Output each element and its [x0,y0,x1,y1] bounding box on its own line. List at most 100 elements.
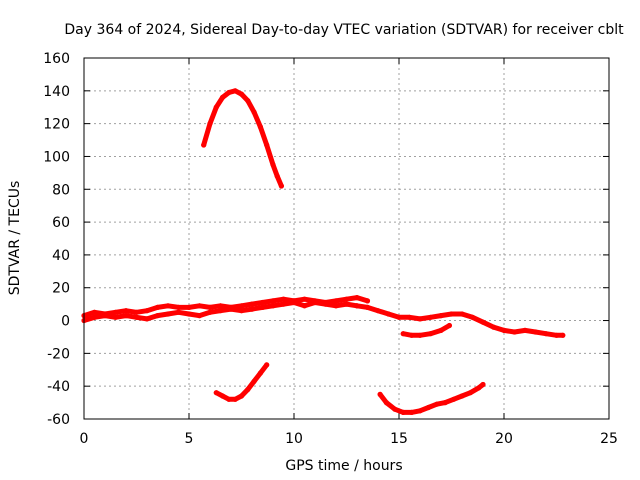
data-point [377,391,383,397]
data-point [196,303,203,309]
grid [84,58,609,419]
data-point [220,94,226,100]
data-point [392,406,398,412]
y-tick-label: -60 [47,412,70,428]
data-point [213,390,219,396]
data-point [251,109,257,115]
y-tick-label: 140 [43,84,70,100]
data-point [364,304,371,310]
data-point [438,327,444,333]
data-point [406,314,413,320]
data-point [511,329,518,335]
data-point [553,332,560,338]
data-point [133,309,140,315]
y-tick-label: -20 [47,346,70,362]
y-tick-label: -40 [47,379,70,395]
data-point [425,404,431,411]
data-point [257,370,263,376]
data-point [186,311,192,317]
data-point [343,301,350,307]
data-point [251,378,257,384]
data-point [438,313,444,319]
y-axis-label: SDTVAR / TECUs [7,181,23,296]
x-axis-label: GPS time / hours [285,458,402,474]
data-point [385,311,392,317]
data-point [102,313,108,319]
data-point [112,309,119,315]
data-point [343,296,350,302]
data-point [280,296,287,302]
data-point [91,309,98,315]
data-point [257,124,263,130]
y-tick-label: 100 [43,149,70,165]
data-point [501,327,507,333]
data-point [259,304,266,310]
x-tick-label: 0 [80,431,89,447]
series-group [81,88,566,415]
data-point [245,98,251,104]
axis-ticks: 0 5 10 15 20 25 -60 -40 -20 0 20 40 60 80 100 120 140 160 [43,51,618,447]
data-point [123,313,129,319]
data-point [238,91,245,97]
data-point [213,104,219,110]
data-point [442,400,448,406]
data-point [220,393,226,399]
data-point [364,298,371,304]
data-point [226,396,232,402]
data-point [144,308,150,314]
data-point [451,396,457,402]
data-point [207,309,213,315]
data-point [469,314,476,320]
data-point [154,313,161,319]
data-point [165,311,171,317]
data-point [333,303,339,309]
data-point [264,362,270,368]
data-point [301,296,308,302]
data-point [165,303,171,309]
data-point [532,329,539,335]
data-point [154,304,161,310]
data-point [322,301,329,307]
data-point [112,314,119,320]
data-point [480,319,486,325]
data-point [375,308,381,314]
data-point [291,299,297,306]
data-point [175,309,182,315]
y-tick-label: 60 [52,215,70,231]
data-point [226,89,232,96]
y-tick-label: 20 [52,281,70,297]
data-point [259,299,266,306]
data-point [249,306,255,312]
data-point [232,88,238,94]
data-point [207,121,213,127]
data-point [383,400,389,406]
plot-frame [83,57,610,420]
data-point [459,311,465,317]
data-point [446,322,452,329]
data-point [264,142,270,148]
data-point [245,386,251,393]
data-point [354,303,360,309]
data-point [270,298,276,304]
data-point [270,303,276,309]
data-point [467,390,473,396]
data-point [490,324,497,330]
data-point [274,173,280,179]
data-point [144,316,150,322]
data-point [522,327,528,333]
x-tick-label: 15 [390,431,408,447]
data-point [249,301,255,307]
data-point [238,303,245,309]
data-point [396,314,402,320]
data-point [301,303,308,309]
y-tick-label: 160 [43,51,70,67]
data-point [280,301,287,307]
data-point [228,306,234,312]
data-point [560,332,566,338]
data-point [312,299,318,306]
data-point [217,303,224,309]
data-point [417,316,423,322]
data-point [201,142,207,148]
data-point [480,381,486,388]
